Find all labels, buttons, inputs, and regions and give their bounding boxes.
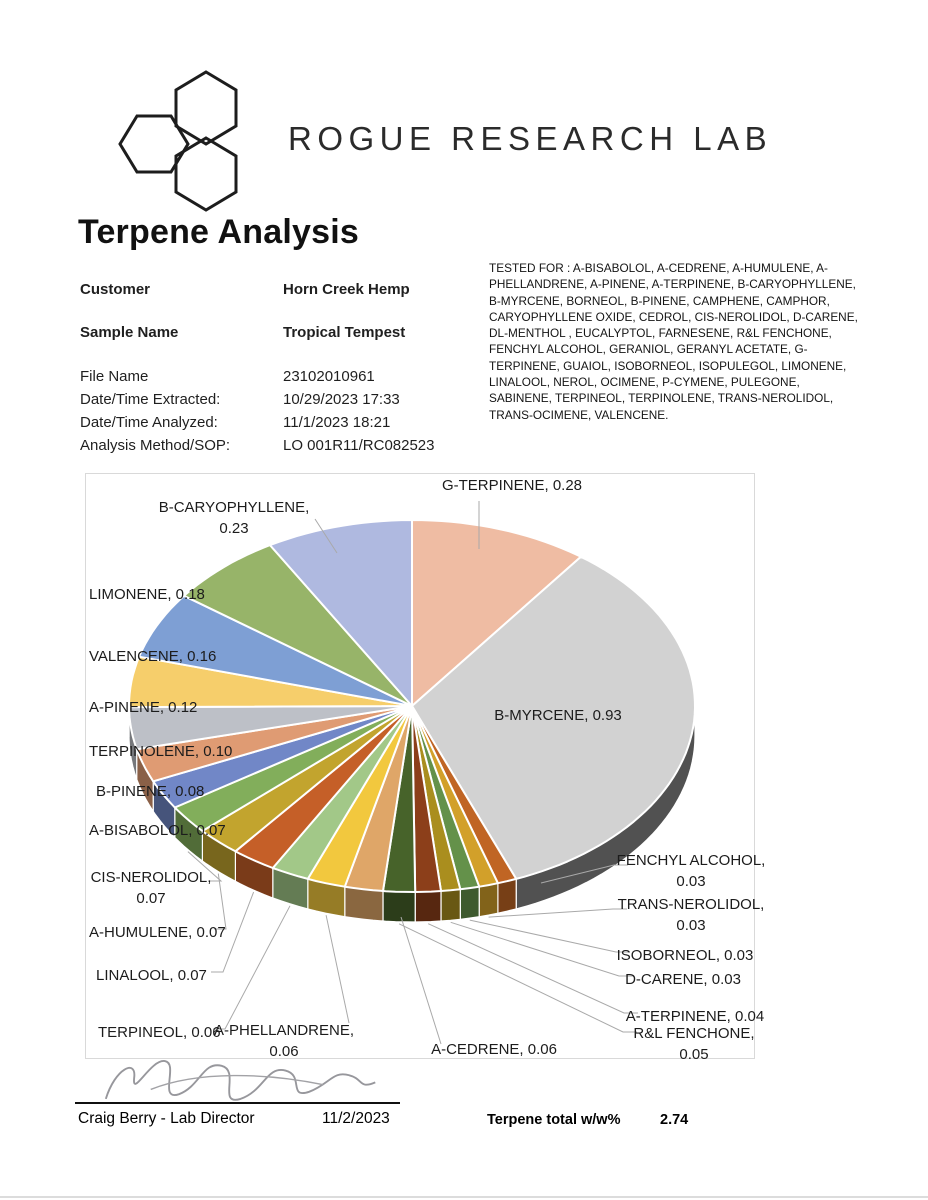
leader-line-a-humulene bbox=[214, 873, 227, 930]
leader-line-trans-nerolidol bbox=[488, 908, 627, 918]
pie-slice-side-fenchyl-alcohol bbox=[497, 878, 517, 914]
info-value: Tropical Tempest bbox=[283, 324, 406, 341]
info-row-date-time-analyzed: Date/Time Analyzed: 11/1/2023 18:21 bbox=[80, 414, 390, 431]
info-value: Horn Creek Hemp bbox=[283, 281, 410, 298]
terpene-pie-chart: G-TERPINENE, 0.28 B-MYRCENE, 0.93 FENCHYL … bbox=[85, 473, 765, 1063]
pie-slice-b-caryophyllene bbox=[269, 519, 413, 707]
info-label: Date/Time Analyzed: bbox=[80, 414, 218, 431]
terpene-total-label: Terpene total w/w% bbox=[487, 1112, 621, 1128]
terpene-total-value: 2.74 bbox=[660, 1112, 689, 1128]
info-value: LO 001R11/RC082523 bbox=[283, 437, 435, 454]
info-value: 23102010961 bbox=[283, 368, 375, 385]
lab-director-name: Craig Berry - Lab Director bbox=[78, 1110, 255, 1127]
leader-line-terpineol bbox=[213, 905, 291, 1030]
signature-scribble bbox=[104, 1060, 376, 1101]
pie-slice-terpinolene bbox=[128, 705, 413, 751]
pie-slice-side-a-cedrene bbox=[344, 886, 384, 922]
leader-line-r-l-fenchone bbox=[398, 923, 637, 1033]
leader-line-linalool bbox=[211, 891, 255, 973]
pie-slice-side-trans-nerolidol bbox=[478, 882, 499, 918]
pie-slice-valencene bbox=[138, 594, 413, 707]
pie-slice-b-myrcene bbox=[411, 555, 696, 880]
info-label: File Name bbox=[80, 368, 149, 385]
sign-date: 11/2/2023 bbox=[322, 1110, 390, 1127]
pie-slice-limonene bbox=[183, 544, 413, 707]
leader-line-isoborneol bbox=[469, 919, 630, 953]
info-row-analysis-method-sop: Analysis Method/SOP: LO 001R11/RC082523 bbox=[80, 437, 435, 454]
pie-slice-side-r-l-fenchone bbox=[382, 890, 416, 923]
tested-for-text: TESTED FOR : A-BISABOLOL, A-CEDRENE, A-H… bbox=[489, 261, 858, 422]
pie-3d-figure bbox=[128, 501, 696, 1045]
leader-line-a-phellandrene bbox=[325, 915, 350, 1024]
pie-slice-side-d-carene bbox=[440, 888, 461, 922]
pie-slice-g-terpinene bbox=[411, 519, 582, 707]
info-value: 10/29/2023 17:33 bbox=[283, 391, 400, 408]
page-edge bbox=[0, 1196, 928, 1198]
info-label: Analysis Method/SOP: bbox=[80, 437, 231, 454]
info-row-customer: Customer Horn Creek Hemp bbox=[80, 281, 410, 298]
leader-line-fenchyl-alcohol bbox=[540, 864, 628, 884]
leader-line-a-terpinene bbox=[427, 923, 638, 1014]
info-label: Customer bbox=[80, 281, 151, 298]
pie-slice-a-pinene bbox=[128, 655, 413, 709]
page-title: Terpene Analysis bbox=[78, 213, 359, 251]
info-value: 11/1/2023 18:21 bbox=[283, 414, 391, 431]
pie-slice-side-a-terpinene bbox=[414, 890, 442, 923]
leader-line-d-carene bbox=[450, 921, 633, 977]
info-row-sample-name: Sample Name Tropical Tempest bbox=[80, 324, 405, 341]
leader-line-b-caryophyllene bbox=[314, 518, 338, 554]
logo-hexagons-icon bbox=[118, 70, 238, 212]
info-row-date-time-extracted: Date/Time Extracted: 10/29/2023 17:33 bbox=[80, 391, 400, 408]
signature-line bbox=[75, 1102, 400, 1104]
info-row-file-name: File Name 23102010961 bbox=[80, 368, 375, 385]
logo-text: ROGUE RESEARCH LAB bbox=[288, 120, 773, 157]
leader-line-a-cedrene bbox=[400, 916, 442, 1045]
info-label: Date/Time Extracted: bbox=[80, 391, 221, 408]
pie-slice-side-isoborneol bbox=[459, 886, 480, 920]
leader-line-cis-nerolidol bbox=[187, 851, 223, 882]
info-label: Sample Name bbox=[80, 324, 179, 341]
